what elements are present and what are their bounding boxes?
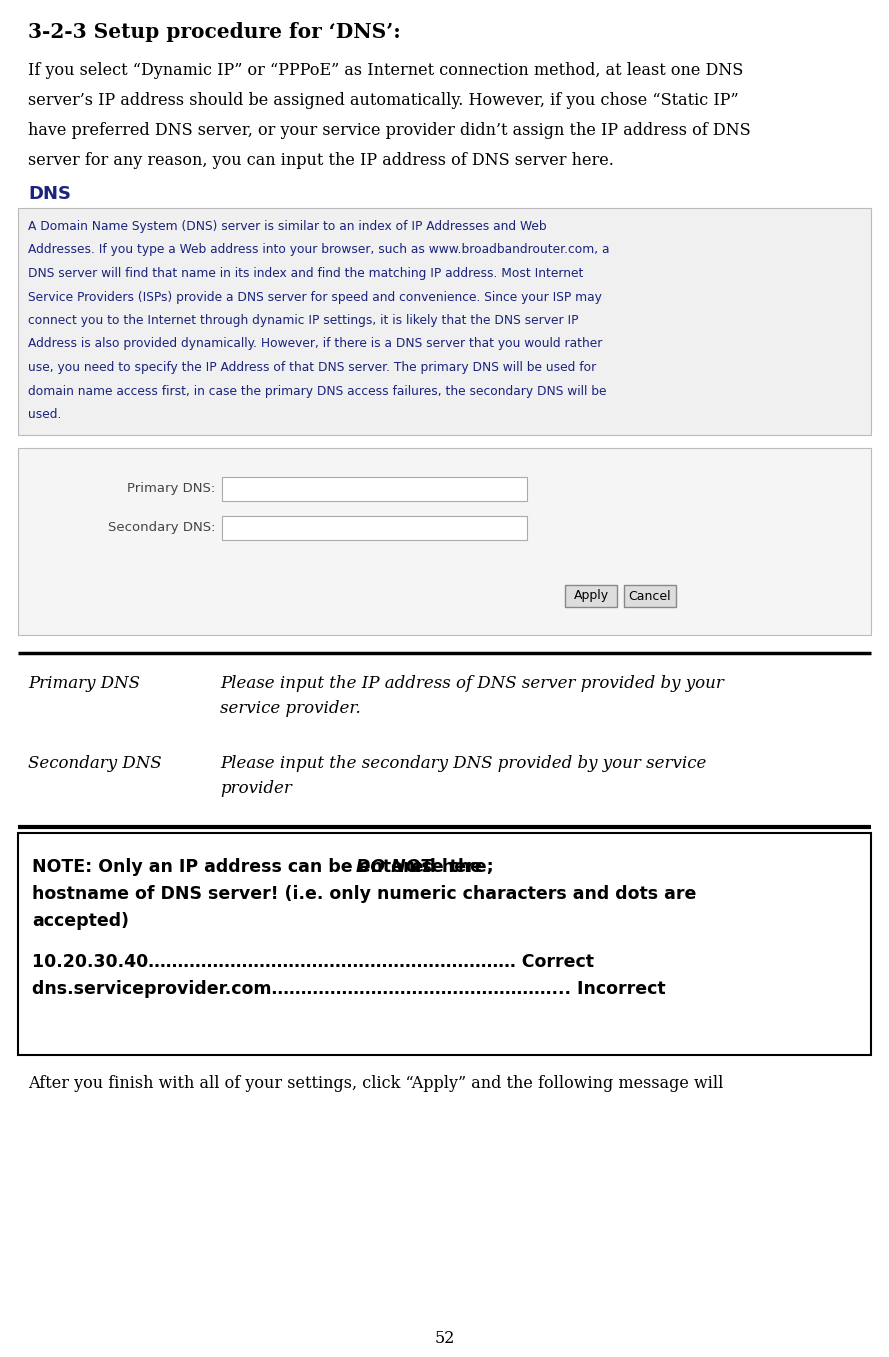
Text: After you finish with all of your settings, click “Apply” and the following mess: After you finish with all of your settin… <box>28 1075 724 1092</box>
Text: 52: 52 <box>435 1330 454 1348</box>
Text: Secondary DNS:: Secondary DNS: <box>108 521 215 535</box>
Text: Please input the secondary DNS provided by your service: Please input the secondary DNS provided … <box>220 754 707 772</box>
FancyBboxPatch shape <box>222 516 527 540</box>
Text: NOTE: Only an IP address can be entered here;: NOTE: Only an IP address can be entered … <box>32 858 500 877</box>
Text: service provider.: service provider. <box>220 700 361 716</box>
Text: server for any reason, you can input the IP address of DNS server here.: server for any reason, you can input the… <box>28 152 614 170</box>
Text: If you select “Dynamic IP” or “PPPoE” as Internet connection method, at least on: If you select “Dynamic IP” or “PPPoE” as… <box>28 62 743 79</box>
FancyBboxPatch shape <box>624 585 676 607</box>
Text: Address is also provided dynamically. However, if there is a DNS server that you: Address is also provided dynamically. Ho… <box>28 338 603 350</box>
Text: Secondary DNS: Secondary DNS <box>28 754 162 772</box>
Text: server’s IP address should be assigned automatically. However, if you chose “Sta: server’s IP address should be assigned a… <box>28 92 739 109</box>
Text: Apply: Apply <box>573 589 609 603</box>
Text: dns.serviceprovider.com…………………………………………... Incorrect: dns.serviceprovider.com………………………………………….… <box>32 980 666 997</box>
FancyBboxPatch shape <box>222 478 527 501</box>
Text: 3-2-3 Setup procedure for ‘DNS’:: 3-2-3 Setup procedure for ‘DNS’: <box>28 22 401 42</box>
Text: DO NOT: DO NOT <box>356 858 433 877</box>
Text: used.: used. <box>28 408 61 421</box>
Text: 10.20.30.40……………………………………………………… Correct: 10.20.30.40……………………………………………………… Correct <box>32 953 594 972</box>
Text: Addresses. If you type a Web address into your browser, such as www.broadbandrou: Addresses. If you type a Web address int… <box>28 243 610 256</box>
FancyBboxPatch shape <box>18 833 871 1054</box>
Text: Please input the IP address of DNS server provided by your: Please input the IP address of DNS serve… <box>220 674 724 692</box>
Text: Primary DNS:: Primary DNS: <box>127 482 215 495</box>
Text: use the: use the <box>403 858 482 877</box>
Text: have preferred DNS server, or your service provider didn’t assign the IP address: have preferred DNS server, or your servi… <box>28 122 750 138</box>
Text: Primary DNS: Primary DNS <box>28 674 140 692</box>
Text: Cancel: Cancel <box>629 589 671 603</box>
Text: hostname of DNS server! (i.e. only numeric characters and dots are: hostname of DNS server! (i.e. only numer… <box>32 885 696 902</box>
Text: DNS: DNS <box>28 185 71 204</box>
Text: Service Providers (ISPs) provide a DNS server for speed and convenience. Since y: Service Providers (ISPs) provide a DNS s… <box>28 290 602 304</box>
Text: provider: provider <box>220 780 292 797</box>
Text: accepted): accepted) <box>32 912 129 930</box>
Text: A Domain Name System (DNS) server is similar to an index of IP Addresses and Web: A Domain Name System (DNS) server is sim… <box>28 220 547 233</box>
FancyBboxPatch shape <box>565 585 617 607</box>
Text: DNS server will find that name in its index and find the matching IP address. Mo: DNS server will find that name in its in… <box>28 267 583 280</box>
Text: use, you need to specify the IP Address of that DNS server. The primary DNS will: use, you need to specify the IP Address … <box>28 361 597 375</box>
FancyBboxPatch shape <box>18 448 871 635</box>
FancyBboxPatch shape <box>18 208 871 436</box>
Text: domain name access first, in case the primary DNS access failures, the secondary: domain name access first, in case the pr… <box>28 384 606 398</box>
Text: connect you to the Internet through dynamic IP settings, it is likely that the D: connect you to the Internet through dyna… <box>28 313 579 327</box>
